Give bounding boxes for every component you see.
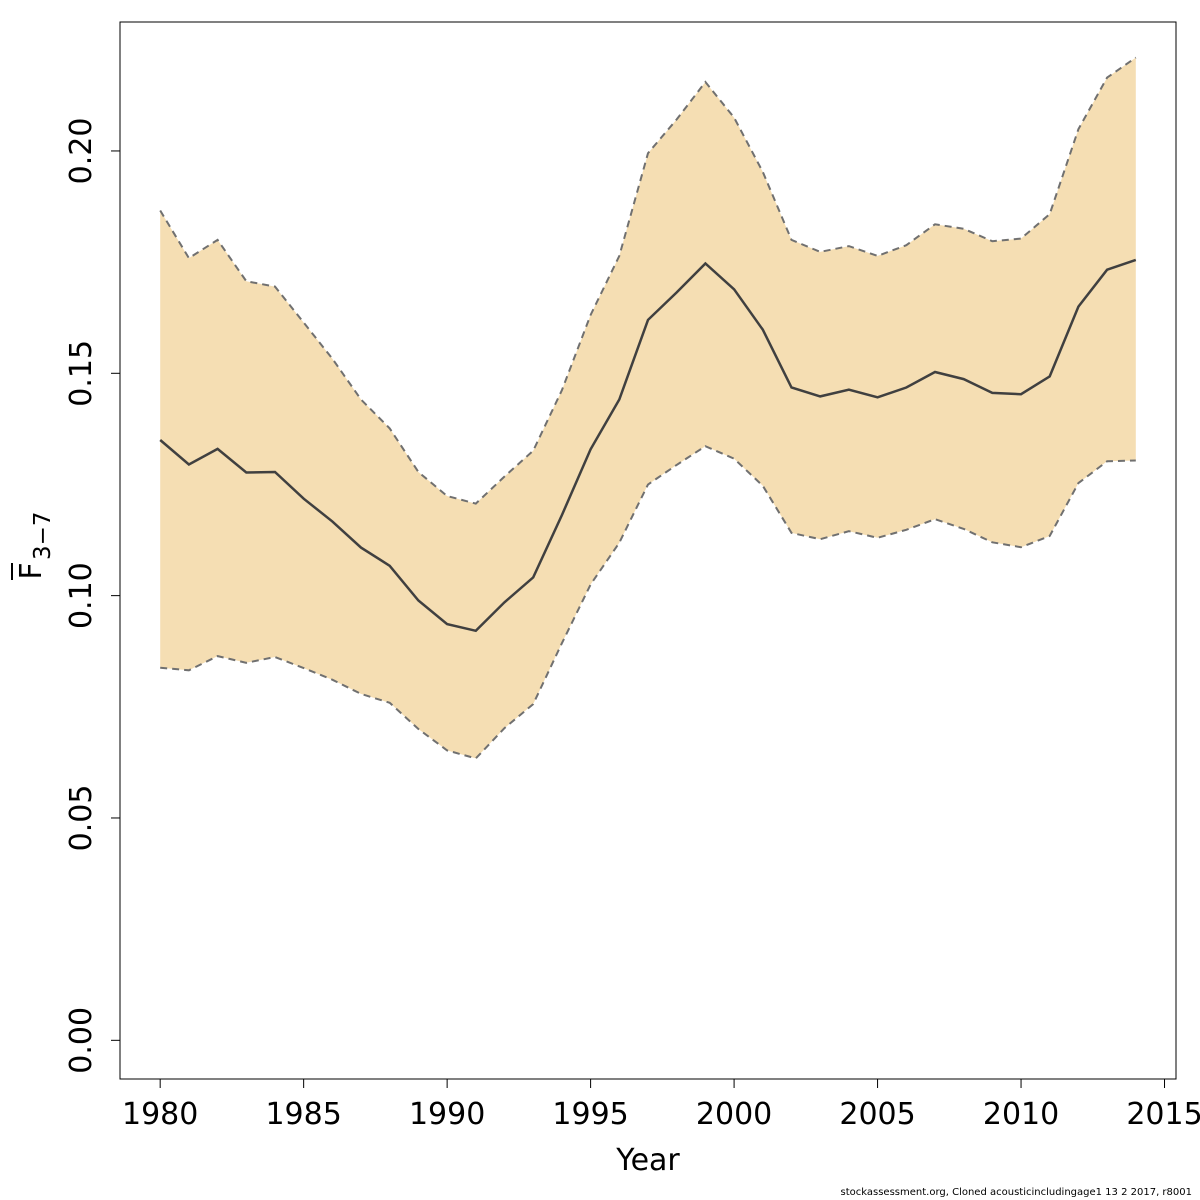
x-tick-label: 1990	[409, 1097, 485, 1132]
estimate-line	[159, 258, 1137, 633]
footer-note: stockassessment.org, Cloned acousticincl…	[840, 1187, 1192, 1198]
x-tick-label: 2000	[696, 1097, 772, 1132]
x-tick-label: 1995	[552, 1097, 628, 1132]
y-axis: 0.00 0.05 0.10 0.15 0.20	[64, 118, 121, 1074]
lower-bound-line	[160, 445, 1136, 760]
x-axis: 1980 1985 1990 1995 2000 2005 2010 2015	[122, 1078, 1200, 1132]
x-axis-title: Year	[615, 1143, 680, 1178]
svg-text:F3−7: F 3−7	[14, 511, 56, 579]
confidence-band	[160, 57, 1136, 759]
y-tick-label: 0.20	[64, 118, 99, 185]
y-axis-title: F 3−7	[11, 511, 56, 580]
x-tick-label: 2005	[839, 1097, 915, 1132]
y-tick-label: 0.15	[64, 340, 99, 407]
x-tick-label: 1980	[122, 1097, 198, 1132]
y-axis-title-main: F	[14, 562, 49, 579]
x-tick-label: 1985	[265, 1097, 341, 1132]
y-tick-label: 0.00	[64, 1007, 99, 1074]
x-tick-label: 2015	[1126, 1097, 1200, 1132]
y-tick-label: 0.10	[64, 562, 99, 629]
y-tick-label: 0.05	[64, 785, 99, 852]
x-tick-label: 2010	[983, 1097, 1059, 1132]
upper-bound-line	[159, 56, 1137, 505]
y-axis-title-subscript: 3−7	[30, 511, 56, 560]
